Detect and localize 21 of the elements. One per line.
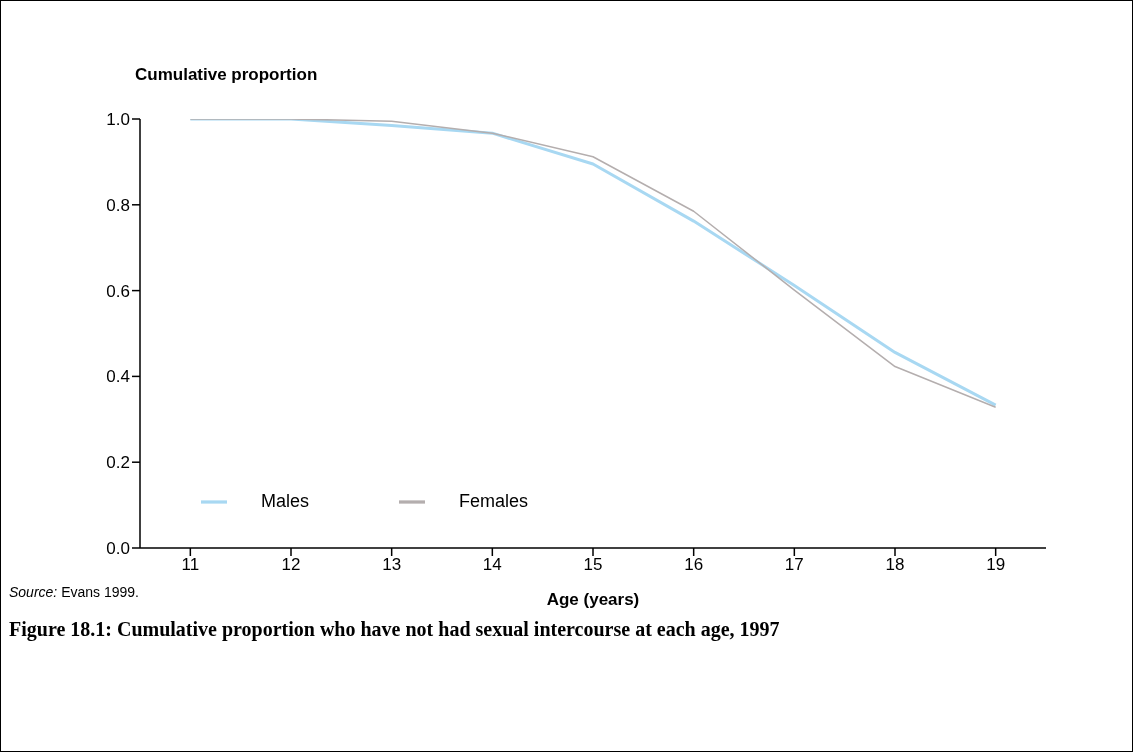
x-tick-label: 12: [281, 555, 301, 575]
x-tick-label: 17: [784, 555, 804, 575]
x-axis-title: Age (years): [546, 590, 640, 609]
y-tick-label: 0.4: [106, 367, 130, 387]
x-tick-label: 16: [684, 555, 704, 575]
x-tick-label: 14: [482, 555, 502, 575]
y-tick-label: 0.2: [106, 453, 130, 473]
legend-label: Females: [459, 490, 529, 511]
y-tick-label: 0.0: [106, 539, 130, 559]
y-tick-label: 0.6: [106, 281, 130, 301]
x-tick-label: 11: [181, 555, 200, 575]
x-tick-label: 13: [382, 555, 402, 575]
x-tick-label: 19: [986, 555, 1006, 575]
x-tick-label: 15: [583, 555, 603, 575]
source-note: Source: Evans 1999.: [9, 584, 139, 600]
y-tick-label: 0.8: [106, 195, 130, 215]
legend-label: Males: [261, 490, 310, 511]
y-tick-label: 1.0: [106, 110, 130, 130]
x-tick-label: 18: [885, 555, 905, 575]
text: Figure 18.1: Cumulative proportion who have not had sexual intercourse at each age, 1997: [9, 617, 781, 643]
y-axis-title: Cumulative proportion: [135, 65, 318, 85]
